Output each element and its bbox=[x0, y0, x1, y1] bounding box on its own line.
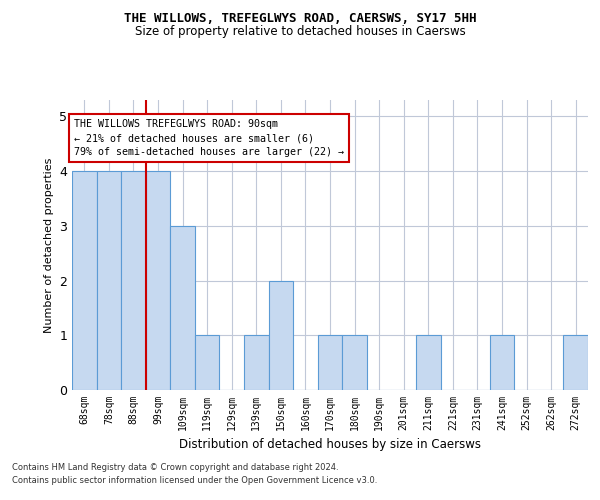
Text: THE WILLOWS TREFEGLWYS ROAD: 90sqm
← 21% of detached houses are smaller (6)
79% : THE WILLOWS TREFEGLWYS ROAD: 90sqm ← 21%… bbox=[74, 119, 344, 157]
Text: THE WILLOWS, TREFEGLWYS ROAD, CAERSWS, SY17 5HH: THE WILLOWS, TREFEGLWYS ROAD, CAERSWS, S… bbox=[124, 12, 476, 26]
Text: Contains public sector information licensed under the Open Government Licence v3: Contains public sector information licen… bbox=[12, 476, 377, 485]
Bar bbox=[97, 171, 121, 390]
Bar bbox=[244, 336, 269, 390]
Bar bbox=[170, 226, 195, 390]
Bar bbox=[563, 336, 588, 390]
Text: Size of property relative to detached houses in Caersws: Size of property relative to detached ho… bbox=[134, 25, 466, 38]
Bar bbox=[269, 280, 293, 390]
Bar bbox=[490, 336, 514, 390]
Y-axis label: Number of detached properties: Number of detached properties bbox=[44, 158, 53, 332]
Bar bbox=[72, 171, 97, 390]
Bar bbox=[318, 336, 342, 390]
Bar bbox=[146, 171, 170, 390]
Bar bbox=[416, 336, 440, 390]
Bar bbox=[195, 336, 220, 390]
Bar bbox=[342, 336, 367, 390]
Bar bbox=[121, 171, 146, 390]
Text: Contains HM Land Registry data © Crown copyright and database right 2024.: Contains HM Land Registry data © Crown c… bbox=[12, 464, 338, 472]
X-axis label: Distribution of detached houses by size in Caersws: Distribution of detached houses by size … bbox=[179, 438, 481, 452]
